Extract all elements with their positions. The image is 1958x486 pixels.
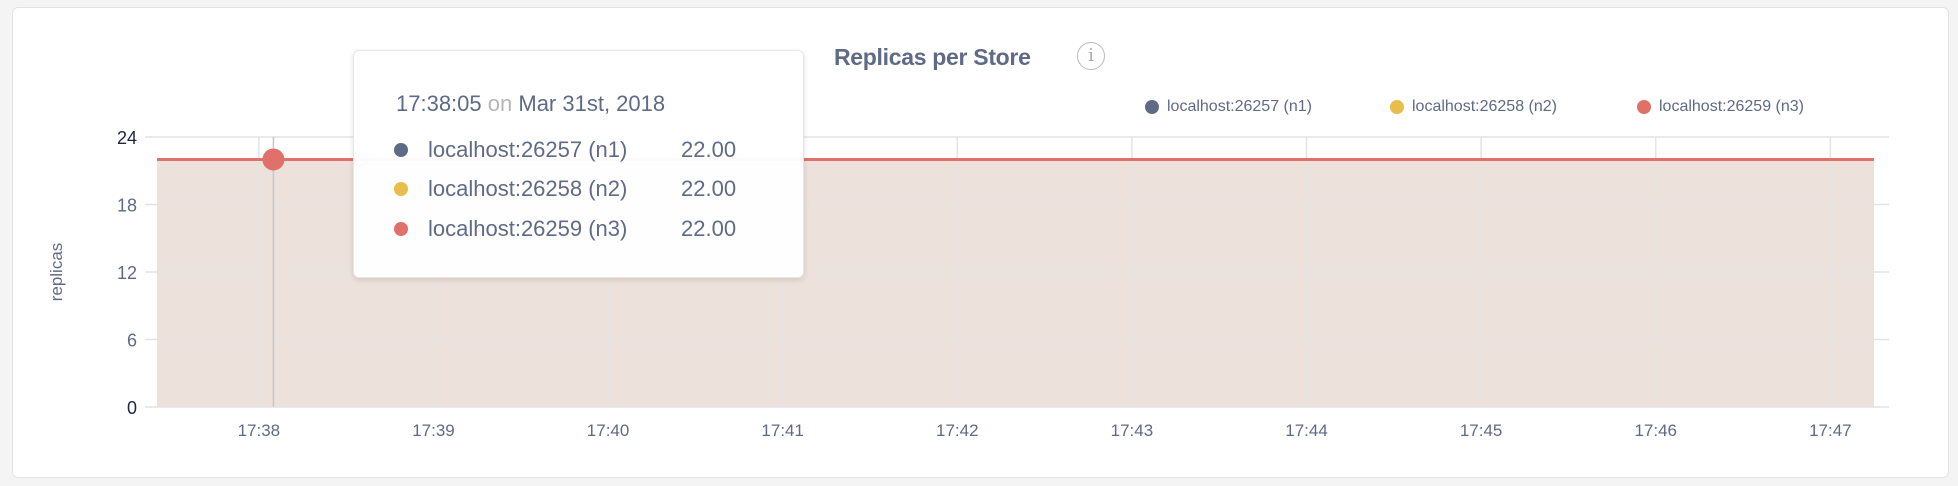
tooltip-on: on: [487, 91, 513, 116]
tooltip-value: 22.00: [681, 216, 737, 241]
legend-dot: [1145, 100, 1159, 114]
x-tick-label: 17:41: [761, 421, 804, 440]
legend-item-n3[interactable]: localhost:26259 (n3): [1637, 98, 1804, 116]
x-tick-label: 17:43: [1111, 421, 1154, 440]
x-tick-label: 17:39: [412, 421, 455, 440]
tooltip: 17:38:05 on Mar 31st, 2018 localhost:262…: [353, 50, 804, 278]
info-icon[interactable]: i: [1077, 42, 1105, 70]
tooltip-time: 17:38:05: [396, 91, 482, 116]
series-dot: [394, 182, 408, 196]
legend-dot: [1390, 100, 1404, 114]
series-dot: [394, 143, 408, 157]
tooltip-label: localhost:26259 (n3): [428, 216, 628, 241]
x-tick-label: 17:45: [1460, 421, 1503, 440]
tooltip-date: Mar 31st, 2018: [518, 91, 666, 116]
y-tick-label: 0: [127, 398, 137, 418]
tooltip-value: 22.00: [681, 137, 737, 162]
y-tick-label: 24: [117, 128, 137, 148]
chart-title: Replicas per Store: [834, 44, 1031, 70]
x-tick-label: 17:47: [1809, 421, 1852, 440]
x-tick-label: 17:46: [1634, 421, 1677, 440]
legend-item-n1[interactable]: localhost:26257 (n1): [1145, 98, 1312, 116]
series-dot: [394, 222, 408, 236]
legend-label: localhost:26257 (n1): [1167, 98, 1312, 115]
tooltip-label: localhost:26258 (n2): [428, 176, 628, 201]
legend-item-n2[interactable]: localhost:26258 (n2): [1390, 98, 1557, 116]
tooltip-label: localhost:26257 (n1): [428, 137, 628, 162]
tooltip-row: localhost:26257 (n1) 22.00: [384, 135, 784, 165]
legend-dot: [1637, 100, 1651, 114]
x-tick-label: 17:44: [1285, 421, 1328, 440]
tooltip-value: 22.00: [681, 176, 737, 201]
legend-label: localhost:26258 (n2): [1412, 98, 1557, 115]
tooltip-row: localhost:26259 (n3) 22.00: [384, 214, 784, 244]
y-tick-label: 6: [127, 331, 137, 351]
tooltip-header: 17:38:05 on Mar 31st, 2018: [396, 91, 665, 117]
hover-point: [262, 148, 285, 171]
legend-label: localhost:26259 (n3): [1659, 98, 1804, 115]
y-tick-label: 18: [117, 196, 137, 216]
y-tick-label: 12: [117, 263, 137, 283]
x-tick-label: 17:42: [936, 421, 979, 440]
tooltip-row: localhost:26258 (n2) 22.00: [384, 174, 784, 204]
x-tick-label: 17:40: [587, 421, 630, 440]
y-axis-label: replicas: [47, 243, 66, 302]
x-tick-label: 17:38: [238, 421, 281, 440]
